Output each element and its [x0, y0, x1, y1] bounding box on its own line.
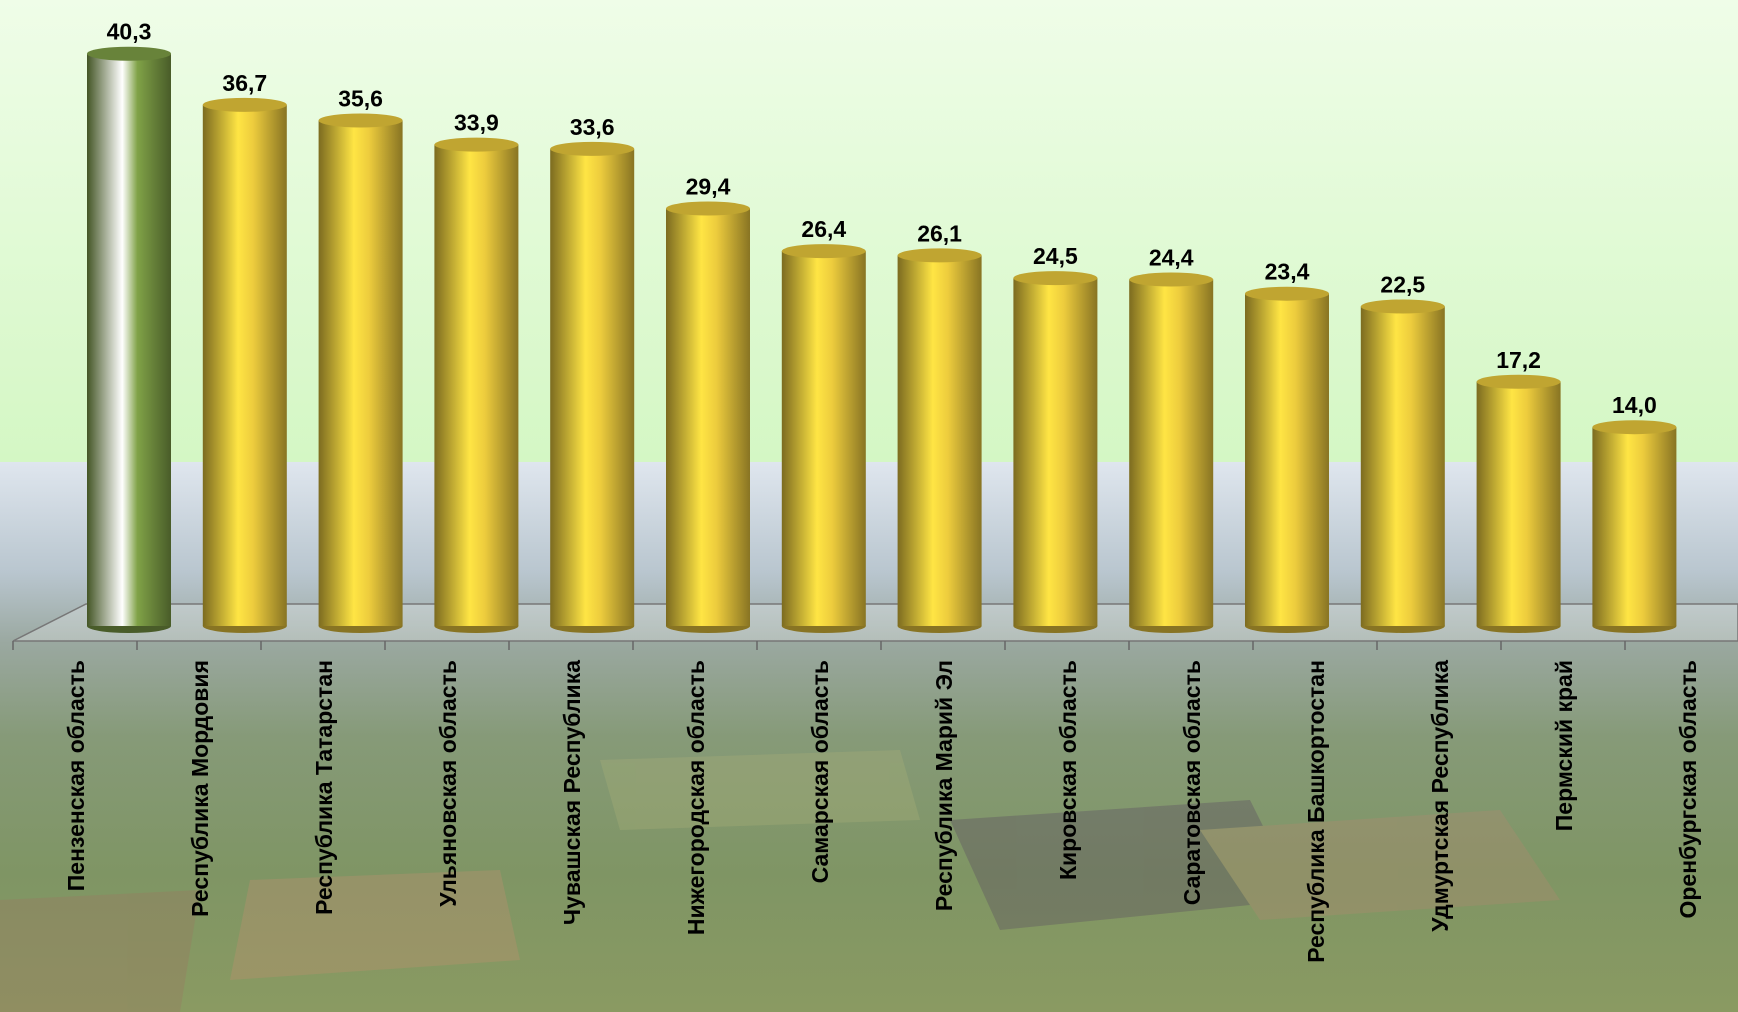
bar [202, 104, 287, 627]
bar-top [318, 113, 403, 128]
data-label: 26,4 [801, 216, 846, 242]
bar [550, 148, 635, 626]
bar-top [1129, 272, 1214, 287]
bar [1245, 293, 1329, 626]
data-label: 36,7 [222, 70, 267, 96]
data-label: 26,1 [917, 220, 962, 246]
bar [434, 144, 519, 626]
x-tick-label: Нижегородская область [683, 660, 709, 935]
x-tick-label: Пермский край [1551, 660, 1577, 831]
data-label: 35,6 [338, 85, 383, 111]
x-tick-label: Пензенская область [63, 660, 89, 891]
bar-top [1013, 271, 1098, 286]
bar [318, 120, 403, 626]
data-label: 22,5 [1380, 272, 1425, 298]
bar-top [897, 248, 982, 263]
data-label: 17,2 [1496, 347, 1541, 373]
bar [1592, 427, 1677, 626]
bar-top [1476, 374, 1561, 389]
x-tick-label: Республика Мордовия [187, 660, 213, 917]
background-landscape [0, 462, 1738, 1012]
data-label: 23,4 [1265, 259, 1310, 285]
data-label: 33,9 [454, 110, 499, 136]
bar-top [781, 244, 866, 259]
bar-top [87, 46, 171, 61]
bar [87, 53, 171, 627]
background-top [0, 0, 1738, 462]
data-label: 40,3 [107, 19, 152, 45]
x-tick-label: Республика Татарстан [311, 660, 337, 915]
x-tick-label: Саратовская область [1179, 660, 1205, 905]
bar-top [1245, 286, 1329, 301]
bar [1360, 306, 1445, 626]
x-tick-label: Республика Марий Эл [931, 660, 957, 911]
bar [1476, 381, 1561, 626]
x-tick-label: Республика Башкортостан [1303, 660, 1329, 963]
bar-top [202, 97, 287, 112]
x-tick-label: Удмуртская Республика [1427, 660, 1453, 932]
bar [666, 208, 750, 626]
bar-top [434, 137, 519, 152]
bar [1129, 279, 1214, 626]
data-label: 24,4 [1149, 245, 1194, 271]
bar-top [1592, 420, 1677, 435]
data-label: 24,5 [1033, 243, 1078, 269]
plot: 40,3 Пензенская область 36,7 Республика Мор… [12, 19, 1701, 963]
bar-top [550, 141, 635, 156]
fields [0, 750, 1560, 1012]
x-tick-label: Кировская область [1055, 660, 1081, 880]
x-tick-label: Оренбургская область [1675, 660, 1701, 919]
x-tick-label: Ульяновская область [435, 660, 461, 907]
bar [1013, 278, 1098, 626]
x-tick-label: Самарская область [807, 660, 833, 883]
x-tick-label: Чувашская Республика [559, 660, 585, 925]
bar-top [666, 201, 750, 216]
data-label: 14,0 [1612, 392, 1657, 418]
bar-top [1360, 299, 1445, 314]
bar [897, 255, 982, 626]
data-label: 29,4 [686, 174, 731, 200]
data-label: 33,6 [570, 114, 615, 140]
bar [781, 251, 866, 626]
